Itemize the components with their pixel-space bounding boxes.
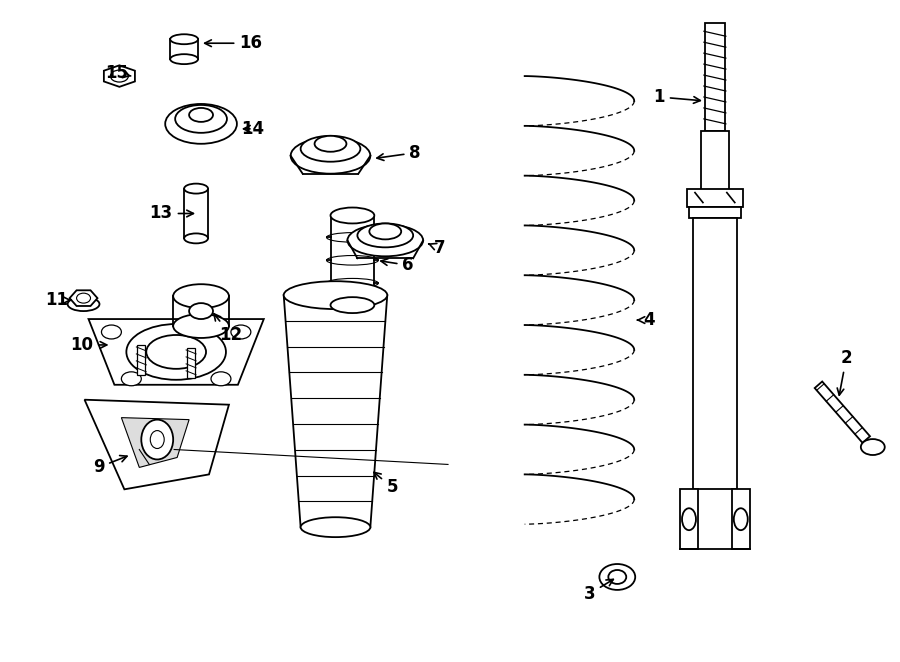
Ellipse shape (76, 293, 91, 303)
Ellipse shape (68, 297, 100, 311)
Text: 11: 11 (45, 291, 71, 309)
Text: 8: 8 (377, 144, 421, 162)
Text: 12: 12 (214, 314, 242, 344)
Bar (687, 189, 742, 207)
Ellipse shape (599, 564, 635, 590)
Text: 15: 15 (105, 64, 130, 82)
Ellipse shape (141, 420, 173, 459)
Bar (680, 489, 698, 549)
Ellipse shape (126, 324, 226, 380)
Bar (187, 348, 195, 378)
Bar (732, 489, 750, 549)
Ellipse shape (122, 372, 141, 386)
Ellipse shape (682, 508, 696, 530)
Ellipse shape (102, 325, 122, 339)
Bar (705, 23, 725, 131)
Polygon shape (88, 319, 264, 385)
Ellipse shape (173, 314, 229, 338)
Ellipse shape (347, 224, 423, 256)
Polygon shape (104, 66, 135, 87)
Text: 9: 9 (93, 455, 127, 477)
Ellipse shape (734, 508, 748, 530)
Ellipse shape (189, 108, 213, 122)
Bar (138, 345, 145, 375)
Ellipse shape (170, 54, 198, 64)
Ellipse shape (147, 335, 206, 369)
Text: 2: 2 (837, 349, 852, 395)
Ellipse shape (860, 439, 885, 455)
Bar (689, 207, 741, 218)
Polygon shape (122, 418, 189, 467)
Ellipse shape (184, 183, 208, 193)
Text: 16: 16 (204, 34, 262, 52)
Text: 7: 7 (428, 240, 446, 258)
Ellipse shape (176, 105, 227, 133)
Ellipse shape (284, 281, 387, 309)
Ellipse shape (608, 570, 626, 584)
Text: 14: 14 (241, 120, 265, 138)
Ellipse shape (357, 224, 413, 248)
Bar (701, 131, 729, 191)
Ellipse shape (173, 284, 229, 308)
Ellipse shape (184, 234, 208, 244)
Text: 5: 5 (374, 473, 398, 496)
Ellipse shape (111, 70, 129, 82)
Polygon shape (814, 381, 870, 443)
Text: 6: 6 (381, 256, 414, 274)
Ellipse shape (150, 430, 164, 448)
Polygon shape (85, 400, 229, 489)
Ellipse shape (231, 325, 251, 339)
Text: 3: 3 (583, 579, 613, 603)
Ellipse shape (170, 34, 198, 44)
Polygon shape (69, 291, 97, 306)
Ellipse shape (315, 136, 346, 152)
Ellipse shape (189, 303, 213, 319)
Ellipse shape (330, 207, 374, 224)
Text: 10: 10 (70, 336, 107, 354)
Text: 4: 4 (637, 311, 655, 329)
Ellipse shape (330, 297, 374, 313)
Ellipse shape (301, 136, 360, 162)
Text: 13: 13 (149, 205, 194, 222)
Ellipse shape (369, 224, 401, 240)
Ellipse shape (166, 104, 237, 144)
Ellipse shape (291, 138, 370, 173)
Text: 1: 1 (653, 88, 700, 106)
Bar (693, 218, 737, 489)
Ellipse shape (301, 517, 370, 537)
Ellipse shape (211, 372, 231, 386)
